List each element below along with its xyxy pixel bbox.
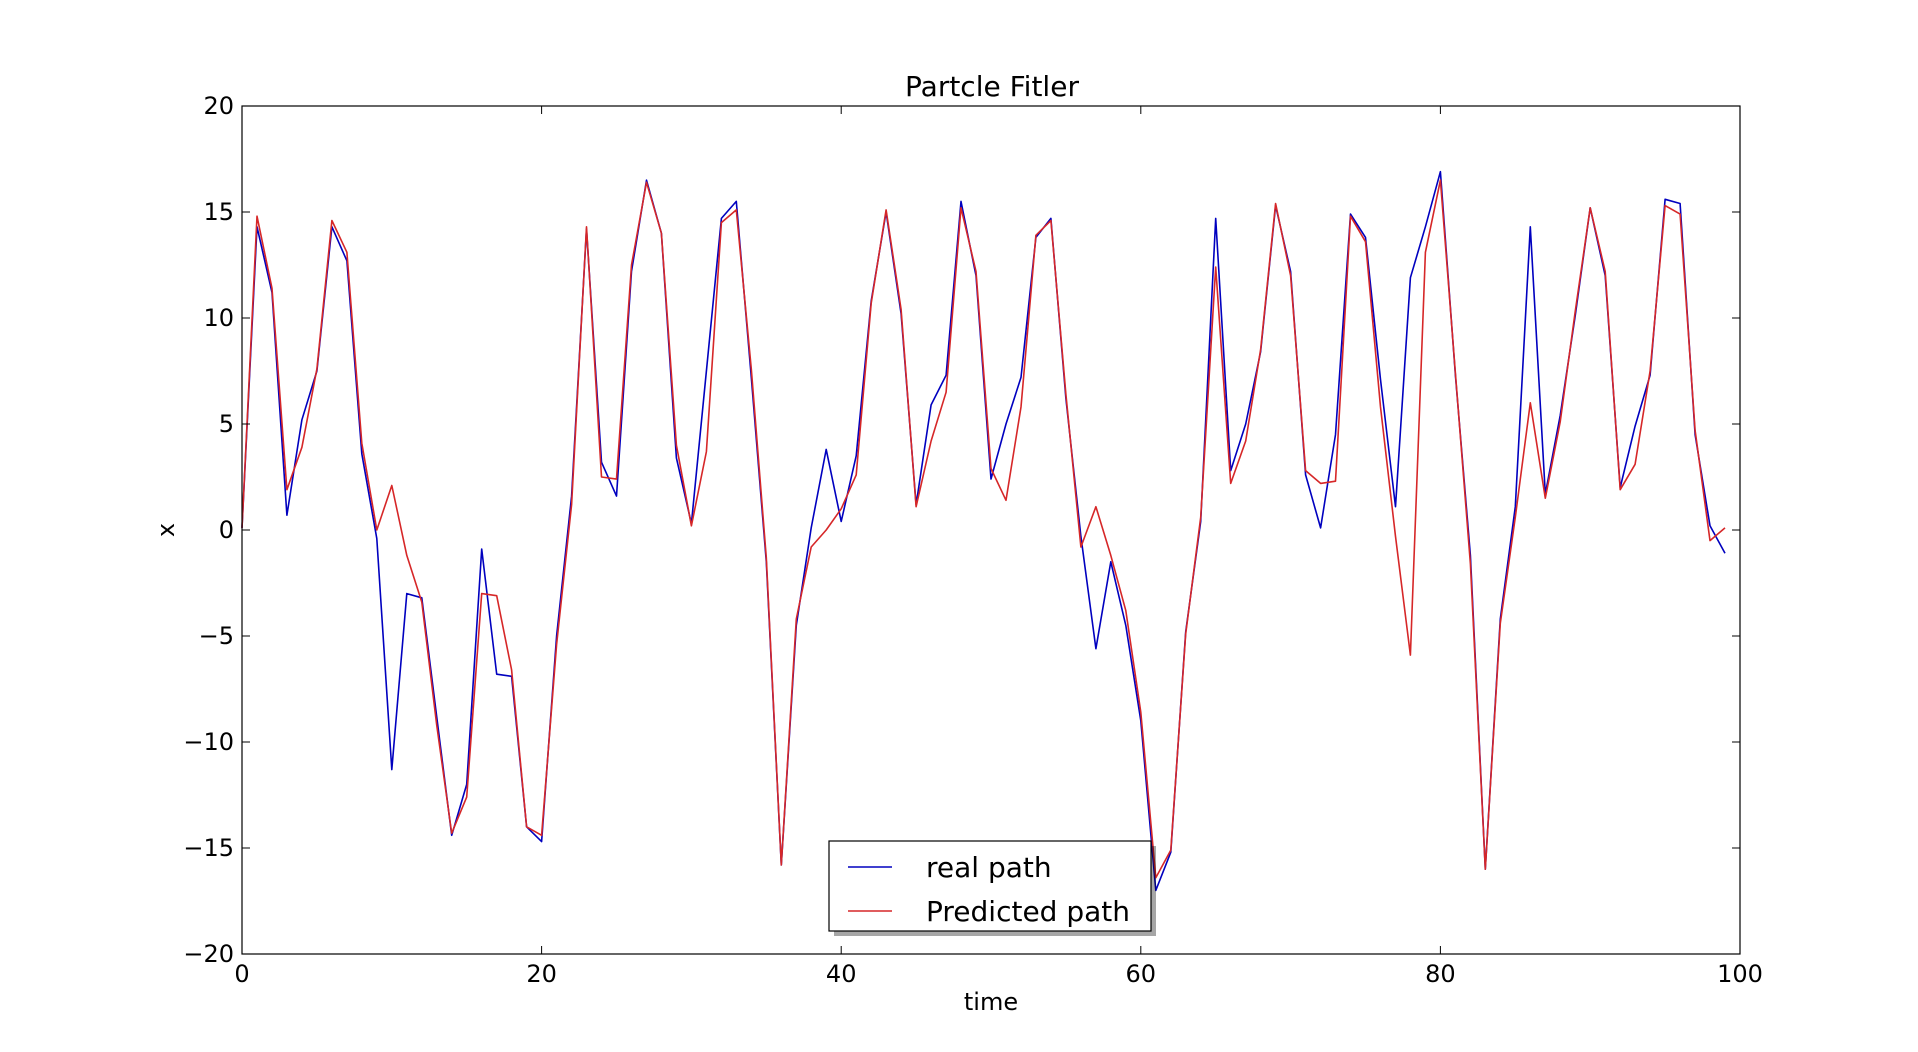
series-layer — [241, 170, 1726, 892]
series-line-predicted-path — [241, 179, 1726, 879]
x-tick-label: 40 — [826, 960, 857, 988]
legend-label: real path — [926, 851, 1052, 884]
y-axis: −20 −15 −10 −5 0 5 10 15 20 — [183, 92, 1740, 968]
plot-background — [242, 106, 1740, 954]
y-tick-label: −15 — [183, 834, 234, 862]
y-tick-label: 0 — [219, 516, 234, 544]
x-tick-label: 20 — [526, 960, 557, 988]
legend-label: Predicted path — [926, 895, 1130, 928]
y-tick-label: −10 — [183, 728, 234, 756]
plot-area — [241, 105, 1741, 955]
y-tick-label: 15 — [203, 198, 234, 226]
y-tick-label: 20 — [203, 92, 234, 120]
y-tick-label: −20 — [183, 940, 234, 968]
y-tick-label: −5 — [199, 622, 234, 650]
x-tick-label: 80 — [1425, 960, 1456, 988]
x-axis-label: time — [964, 988, 1018, 1016]
y-tick-label: 10 — [203, 304, 234, 332]
y-axis-label: x — [152, 523, 180, 537]
chart-title: Partcle Fitler — [905, 70, 1079, 103]
x-tick-label: 100 — [1717, 960, 1763, 988]
legend-box — [828, 840, 1152, 932]
x-axis: 0 20 40 60 80 100 — [234, 106, 1763, 988]
legend: real path Predicted path — [828, 840, 1156, 936]
x-tick-label: 0 — [234, 960, 249, 988]
y-tick-label: 5 — [219, 410, 234, 438]
x-tick-label: 60 — [1126, 960, 1157, 988]
